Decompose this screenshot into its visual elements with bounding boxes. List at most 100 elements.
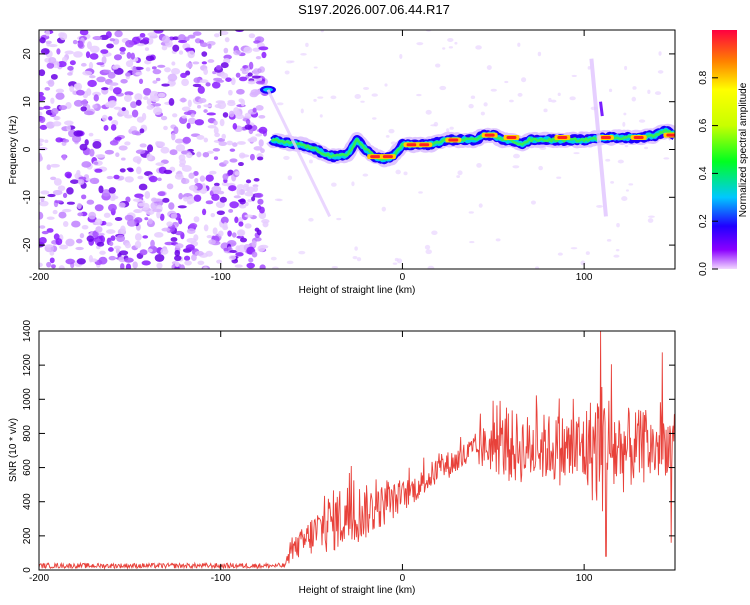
spectrogram-x-tick-label: 0 (400, 272, 406, 283)
noise-blob (223, 247, 229, 252)
noise-blob (217, 230, 224, 237)
noise-blob (213, 156, 219, 161)
noise-blob (107, 71, 116, 79)
faint-blob (331, 266, 339, 269)
faint-blob (442, 47, 446, 50)
noise-blob (235, 245, 241, 252)
faint-blob (476, 162, 482, 168)
noise-blob (92, 104, 98, 109)
noise-blob (179, 158, 187, 166)
noise-blob (146, 104, 154, 110)
noise-blob (203, 109, 208, 113)
noise-blob (252, 47, 261, 52)
noise-blob (148, 175, 158, 183)
noise-blob (112, 65, 119, 70)
noise-blob (194, 250, 204, 256)
side-streak-3 (599, 101, 604, 117)
noise-blob (89, 45, 100, 54)
noise-blob (39, 91, 44, 97)
noise-blob (239, 154, 250, 158)
noise-blob (48, 57, 57, 64)
noise-blob (220, 62, 229, 69)
noise-blob (101, 114, 108, 122)
noise-blob (39, 37, 46, 44)
noise-blob (110, 197, 116, 202)
noise-blob (250, 153, 255, 161)
faint-blob (457, 170, 463, 176)
noise-blob (82, 70, 93, 76)
noise-blob (171, 61, 176, 66)
noise-blob (79, 143, 88, 151)
noise-blob (135, 99, 142, 106)
noise-blob (39, 200, 49, 207)
noise-blob (79, 30, 89, 36)
noise-blob (130, 52, 135, 60)
faint-blob (356, 257, 362, 262)
faint-blob (610, 181, 615, 184)
ridge-peak (370, 155, 381, 159)
faint-blob (621, 196, 628, 202)
noise-blob (258, 139, 264, 147)
noise-blob (54, 200, 64, 204)
noise-blob (175, 144, 186, 152)
noise-blob (44, 86, 51, 91)
noise-blob (125, 60, 134, 68)
noise-blob (185, 62, 193, 69)
noise-blob (172, 44, 180, 52)
noise-blob (39, 69, 46, 77)
faint-blob (354, 94, 361, 100)
noise-blob (223, 222, 228, 229)
faint-blob (435, 63, 441, 68)
noise-blob (247, 80, 256, 85)
snr-y-tick-label: 1000 (22, 388, 33, 411)
noise-blob (124, 257, 134, 263)
faint-blob (433, 121, 439, 127)
faint-blob (425, 249, 432, 255)
noise-blob (203, 224, 209, 232)
noise-blob (124, 242, 132, 249)
noise-blob (118, 250, 129, 256)
noise-blob (109, 38, 116, 42)
noise-blob (184, 260, 192, 266)
ridge-peak (666, 133, 675, 137)
noise-blob (84, 139, 89, 146)
noise-blob (39, 111, 43, 117)
noise-blob (229, 148, 236, 152)
noise-blob (186, 152, 193, 159)
faint-blob (416, 93, 422, 97)
noise-blob (250, 136, 258, 142)
noise-blob (229, 201, 239, 209)
noise-blob (186, 228, 196, 235)
faint-blob (585, 251, 590, 255)
noise-blob (81, 225, 89, 230)
noise-blob (171, 132, 176, 141)
noise-blob (200, 42, 209, 48)
faint-blob (468, 211, 474, 214)
noise-blob (101, 56, 107, 65)
noise-blob (44, 139, 49, 143)
faint-blob (388, 128, 395, 134)
noise-blob (210, 212, 216, 218)
noise-blob (139, 143, 147, 148)
noise-blob (41, 230, 49, 235)
noise-blob (196, 135, 205, 140)
spectrogram-y-tick-label: -20 (22, 237, 33, 252)
noise-blob (113, 106, 122, 110)
noise-blob (39, 236, 47, 244)
snr-x-tick-label: 100 (576, 573, 593, 584)
noise-blob (137, 175, 144, 180)
noise-blob (193, 194, 202, 202)
noise-blob (101, 189, 111, 197)
noise-blob (66, 124, 71, 132)
noise-blob (193, 216, 200, 223)
noise-blob (157, 191, 166, 197)
noise-blob (55, 92, 65, 100)
noise-blob (221, 133, 226, 140)
faint-blob (623, 112, 627, 116)
noise-blob (213, 33, 220, 38)
noise-blob (228, 89, 233, 96)
faint-blob (517, 92, 523, 97)
noise-blob (39, 95, 46, 102)
ridge-peak (506, 136, 517, 140)
noise-blob (67, 65, 74, 71)
